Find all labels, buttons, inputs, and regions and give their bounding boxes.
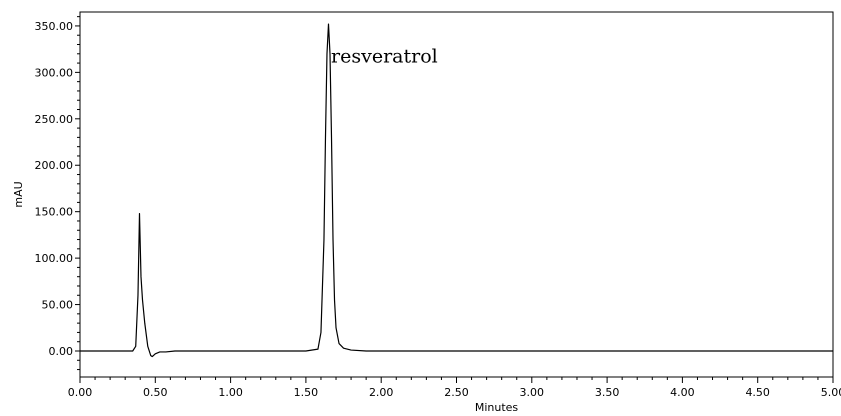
x-tick-label: 4.50 — [745, 386, 770, 399]
x-axis-title: Minutes — [475, 401, 519, 414]
plot-frame — [79, 11, 834, 378]
x-tick-label: 2.00 — [369, 386, 394, 399]
series-line — [80, 23, 833, 358]
x-tick-label: 1.00 — [218, 386, 243, 399]
y-tick-label: 0.00 — [49, 345, 74, 358]
peak-annotation: resveratrol — [331, 46, 438, 68]
y-tick-label: 350.00 — [35, 20, 74, 33]
y-axis-title: mAU — [12, 181, 25, 207]
x-tick-label: 2.50 — [444, 386, 469, 399]
x-tick-label: 0.00 — [68, 386, 93, 399]
x-tick-label: 3.00 — [520, 386, 545, 399]
x-tick-label: 5.00 — [821, 386, 841, 399]
x-tick-label: 4.00 — [670, 386, 695, 399]
y-tick-label: 300.00 — [35, 66, 74, 79]
y-tick-label: 150.00 — [35, 206, 74, 219]
x-tick-label: 0.50 — [143, 386, 168, 399]
y-tick-label: 200.00 — [35, 159, 74, 172]
x-tick-label: 3.50 — [595, 386, 620, 399]
y-tick-label: 100.00 — [35, 252, 74, 265]
y-tick-label: 250.00 — [35, 113, 74, 126]
y-tick-label: 50.00 — [42, 299, 74, 312]
x-tick-label: 1.50 — [294, 386, 319, 399]
